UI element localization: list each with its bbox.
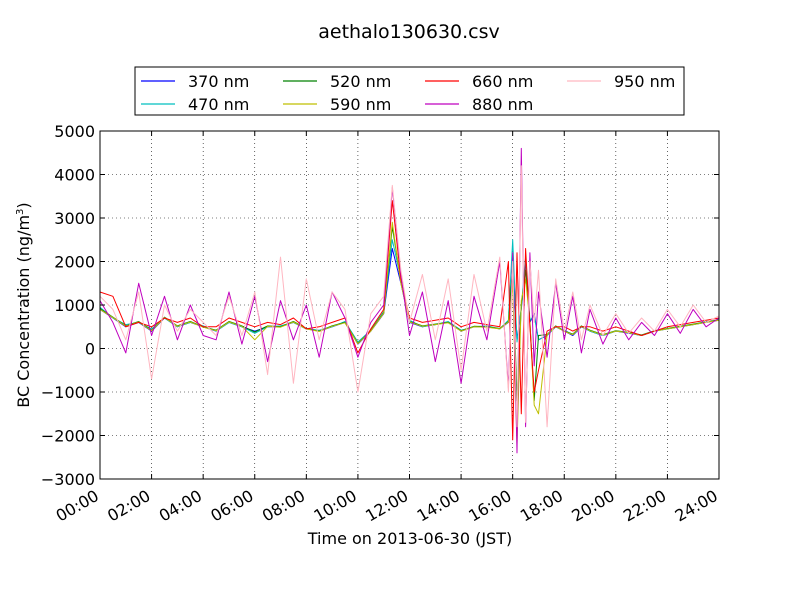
legend-item: 880 nm xyxy=(425,95,533,114)
y-tick-label: 0 xyxy=(85,340,95,359)
legend-label: 520 nm xyxy=(330,72,391,91)
legend: 370 nm 470 nm 520 nm 590 nm 660 nm 880 nm 950 … xyxy=(134,66,685,116)
legend-item: 370 nm xyxy=(141,72,249,91)
x-tick-label: 16:00 xyxy=(465,486,514,526)
y-tick-label: −1000 xyxy=(41,383,95,402)
x-tick-label: 02:00 xyxy=(104,486,153,526)
y-tick-label: 5000 xyxy=(54,122,95,141)
legend-item: 520 nm xyxy=(283,72,391,91)
y-tick-label: 3000 xyxy=(54,209,95,228)
y-tick-label: −3000 xyxy=(41,470,95,489)
x-tick-label: 22:00 xyxy=(620,486,669,526)
x-axis-tick-labels: 00:00 02:00 04:00 06:00 08:00 10:00 12:00 14:00… xyxy=(53,486,721,526)
legend-label: 470 nm xyxy=(188,95,249,114)
series-line-520-nm xyxy=(99,226,720,402)
legend-label: 660 nm xyxy=(472,72,533,91)
legend-item: 950 nm xyxy=(567,72,675,91)
y-axis-title-superscript: 3 xyxy=(15,209,26,215)
legend-label: 590 nm xyxy=(330,95,391,114)
chart-title: aethalo130630.csv xyxy=(318,21,500,43)
series-line-950-nm xyxy=(99,165,720,428)
legend-box xyxy=(134,66,685,116)
x-tick-label: 18:00 xyxy=(517,486,566,526)
gridlines xyxy=(99,130,720,480)
y-tick-label: 4000 xyxy=(54,166,95,185)
y-axis-title: BC Concentration (ng/m3) xyxy=(14,202,33,407)
y-axis-title-end: ) xyxy=(14,202,33,208)
y-tick-label: 2000 xyxy=(54,253,95,272)
x-tick-label: 12:00 xyxy=(362,486,411,526)
x-axis-title: Time on 2013-06-30 (JST) xyxy=(307,529,512,548)
legend-label: 880 nm xyxy=(472,95,533,114)
x-tick-label: 06:00 xyxy=(207,486,256,526)
tick-marks xyxy=(99,130,720,480)
legend-item: 590 nm xyxy=(283,95,391,114)
legend-item: 470 nm xyxy=(141,95,249,114)
legend-item: 660 nm xyxy=(425,72,533,91)
x-tick-label: 04:00 xyxy=(156,486,205,526)
x-tick-label: 08:00 xyxy=(259,486,308,526)
x-tick-label: 14:00 xyxy=(414,486,463,526)
y-tick-label: −2000 xyxy=(41,427,95,446)
x-tick-label: 00:00 xyxy=(53,486,102,526)
y-axis-title-main: BC Concentration (ng/m xyxy=(14,215,33,408)
y-axis-tick-labels: 5000 4000 3000 2000 1000 0 −1000 −2000 −3000 xyxy=(41,122,95,489)
legend-label: 950 nm xyxy=(614,72,675,91)
x-tick-label: 20:00 xyxy=(568,486,617,526)
legend-label: 370 nm xyxy=(188,72,249,91)
x-tick-label: 24:00 xyxy=(672,486,721,526)
y-tick-label: 1000 xyxy=(54,296,95,315)
x-tick-label: 10:00 xyxy=(310,486,359,526)
series-lines xyxy=(99,147,720,454)
